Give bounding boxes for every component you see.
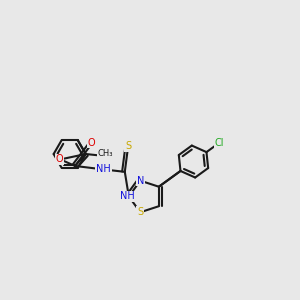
Text: S: S (125, 141, 131, 151)
Text: S: S (137, 207, 143, 217)
Text: O: O (56, 154, 64, 164)
Text: NH: NH (96, 164, 111, 174)
Text: O: O (88, 138, 95, 148)
Text: NH: NH (120, 191, 135, 202)
Text: Cl: Cl (215, 138, 224, 148)
Text: N: N (136, 176, 144, 186)
Text: CH₃: CH₃ (98, 149, 113, 158)
